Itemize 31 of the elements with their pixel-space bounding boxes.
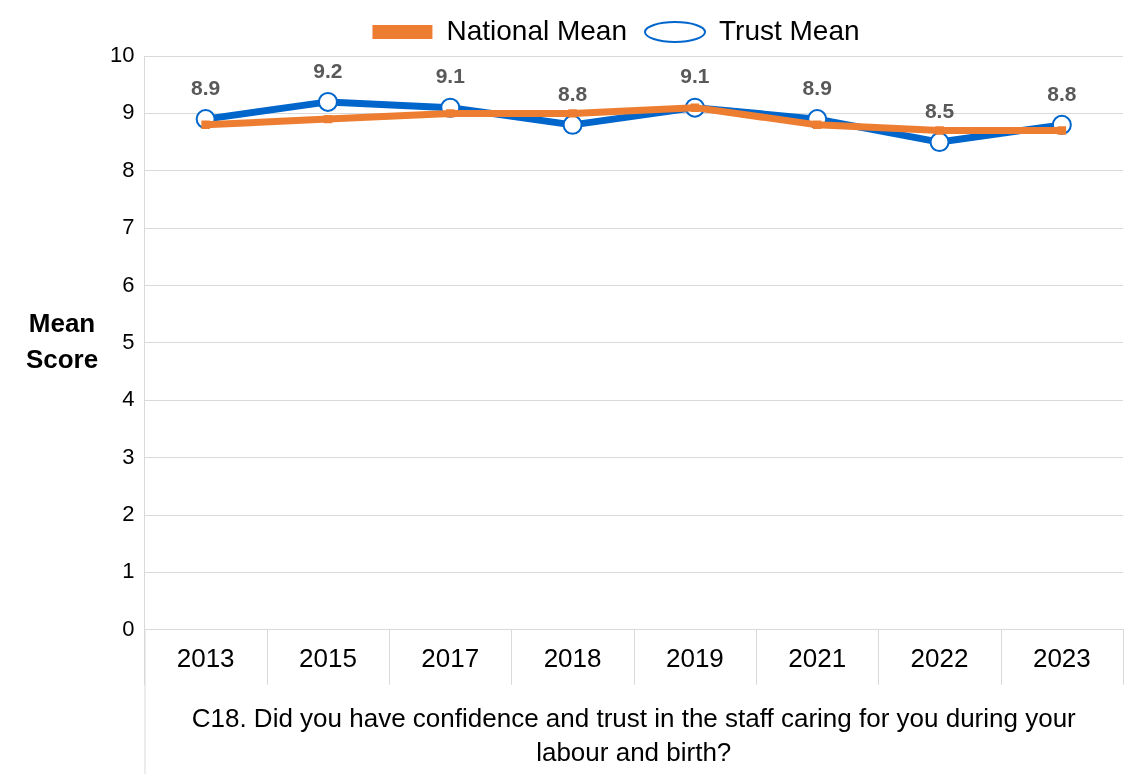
y-tick-label: 7	[122, 214, 135, 240]
y-tick-label: 4	[122, 386, 135, 412]
x-tick-label: 2013	[176, 642, 235, 673]
y-tick-label: 9	[122, 99, 135, 125]
x-tick-label: 2022	[910, 642, 969, 673]
x-tick-label: 2021	[788, 642, 847, 673]
data-label: 9.2	[313, 58, 343, 82]
data-label: 8.9	[802, 75, 832, 99]
x-tick-label: 2017	[421, 642, 480, 673]
data-label: 8.9	[191, 75, 221, 99]
y-tick-label: 5	[122, 328, 135, 354]
y-tick-label: 2	[122, 501, 135, 527]
y-tick-label: 10	[109, 42, 135, 68]
x-tick-label: 2018	[543, 642, 602, 673]
x-tick-label: 2023	[1032, 642, 1091, 673]
x-axis-title: C18. Did you have confidence and trust in the staff caring for you during your labour and birth?	[191, 703, 1077, 768]
y-tick-label: 0	[122, 615, 135, 641]
y-axis-title: Mean Score	[25, 308, 99, 375]
data-label: 9.1	[435, 64, 466, 88]
data-label: 8.8	[557, 81, 588, 105]
y-tick-label: 6	[122, 271, 135, 297]
legend-label: Trust Mean	[719, 14, 860, 46]
data-label: 8.8	[1047, 81, 1077, 105]
data-label: 8.5	[924, 98, 955, 122]
y-tick-label: 8	[122, 156, 135, 182]
x-tick-label: 2019	[665, 642, 724, 673]
y-tick-label: 1	[122, 558, 135, 584]
data-label: 9.1	[680, 64, 710, 88]
legend-label: National Mean	[446, 14, 628, 46]
y-tick-label: 3	[122, 443, 135, 469]
x-tick-label: 2015	[299, 642, 357, 673]
